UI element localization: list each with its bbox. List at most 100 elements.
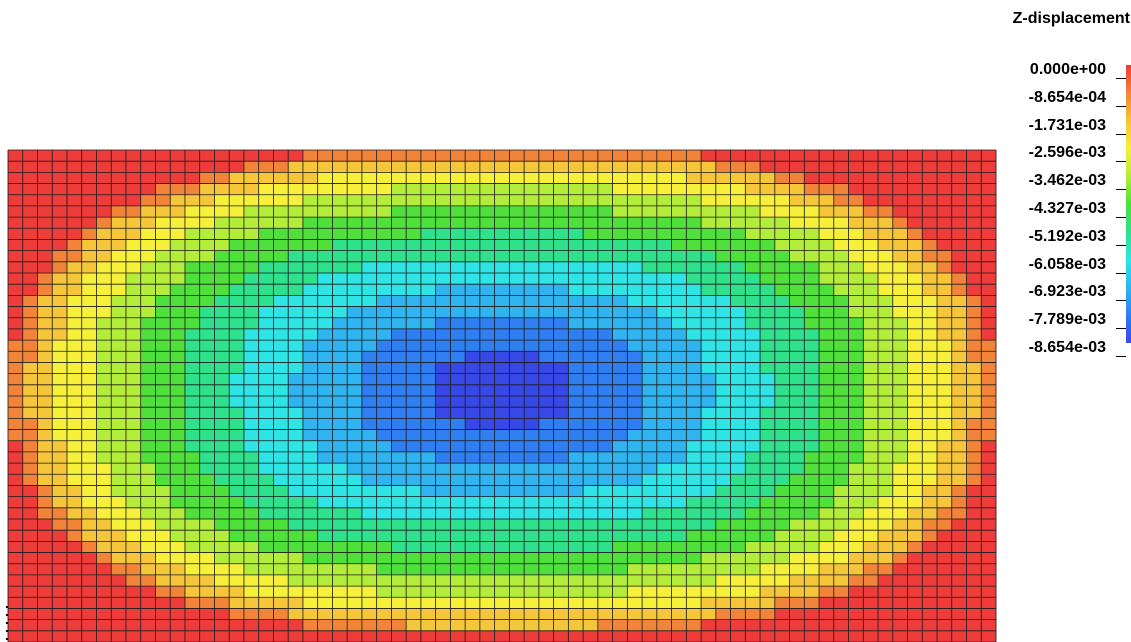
mesh-cell [568, 205, 584, 218]
mesh-cell [258, 396, 274, 408]
mesh-cell [656, 194, 672, 207]
mesh-cell [184, 250, 201, 263]
mesh-cell [642, 384, 658, 397]
mesh-cell [553, 295, 569, 307]
mesh-cell [951, 519, 967, 531]
mesh-cell [981, 161, 997, 173]
mesh-cell [376, 407, 392, 419]
mesh-cell [922, 150, 938, 162]
mesh-cell [184, 552, 201, 565]
mesh-cell [111, 619, 127, 632]
mesh-cell [922, 161, 938, 173]
mesh-cell [922, 250, 938, 263]
mesh-cell [583, 574, 599, 587]
mesh-cell [450, 295, 466, 307]
mesh-cell [981, 183, 997, 196]
mesh-cell [406, 373, 422, 386]
mesh-cell [347, 463, 363, 475]
mesh-cell [804, 474, 820, 486]
mesh-cell [671, 295, 687, 307]
mesh-cell [509, 574, 525, 587]
mesh-cell [819, 161, 835, 173]
mesh-cell [125, 284, 142, 296]
mesh-cell [701, 463, 717, 475]
mesh-cell [848, 351, 864, 363]
mesh-cell [730, 407, 746, 419]
mesh-cell [317, 183, 333, 196]
mesh-cell [376, 619, 392, 632]
mesh-cell [479, 496, 495, 509]
mesh-cell [125, 552, 142, 565]
mesh-cell [907, 496, 923, 509]
mesh-cell [347, 485, 363, 497]
mesh-cell [848, 485, 864, 497]
mesh-cell [730, 608, 746, 620]
mesh-cell [730, 519, 746, 531]
mesh-cell [937, 239, 953, 251]
mesh-cell [332, 530, 348, 542]
mesh-cell [332, 217, 348, 229]
mesh-cell [686, 463, 702, 475]
mesh-cell [406, 328, 422, 341]
mesh-cell [819, 239, 835, 251]
mesh-cell [627, 630, 643, 642]
mesh-cell [96, 507, 112, 520]
mesh-cell [892, 384, 908, 397]
mesh-cell [66, 608, 83, 620]
mesh-cell [465, 418, 481, 430]
mesh-cell [789, 396, 805, 408]
mesh-cell [288, 172, 304, 184]
mesh-cell [671, 396, 687, 408]
mesh-cell [243, 563, 259, 576]
mesh-cell [627, 496, 643, 509]
mesh-cell [878, 217, 894, 229]
mesh-cell [214, 217, 230, 229]
mesh-cell [583, 630, 599, 642]
mesh-cell [140, 630, 156, 642]
mesh-cell [789, 507, 805, 520]
mesh-cell [199, 507, 215, 520]
mesh-cell [878, 496, 894, 509]
mesh-cell [170, 608, 186, 620]
mesh-cell [317, 161, 333, 173]
mesh-cell [465, 351, 481, 363]
mesh-cell [125, 608, 142, 620]
mesh-cell [332, 340, 348, 352]
mesh-cell [258, 507, 274, 520]
mesh-cell [937, 373, 953, 386]
mesh-cell [8, 507, 24, 520]
mesh-cell [760, 541, 776, 553]
mesh-cell [848, 407, 864, 419]
mesh-cell [509, 463, 525, 475]
mesh-cell [273, 205, 289, 218]
mesh-cell [361, 362, 377, 374]
mesh-cell [199, 530, 215, 542]
mesh-cell [435, 630, 451, 642]
mesh-cell [140, 295, 156, 307]
mesh-cell [745, 172, 761, 184]
mesh-cell [833, 194, 849, 207]
mesh-cell [8, 362, 24, 374]
mesh-cell [951, 205, 967, 218]
mesh-cell [155, 574, 171, 587]
mesh-cell [111, 273, 127, 285]
mesh-cell [833, 608, 849, 620]
mesh-cell [288, 440, 304, 453]
node-marker [6, 638, 8, 640]
mesh-cell [37, 440, 53, 453]
mesh-cell [568, 496, 584, 509]
mesh-cell [479, 295, 495, 307]
mesh-cell [538, 463, 554, 475]
mesh-cell [96, 217, 112, 229]
mesh-cell [833, 317, 849, 330]
mesh-cell [583, 396, 599, 408]
mesh-cell [730, 496, 746, 509]
mesh-cell [951, 463, 967, 475]
mesh-cell [22, 630, 38, 642]
mesh-cell [332, 250, 348, 263]
mesh-cell [878, 396, 894, 408]
mesh-cell [819, 485, 835, 497]
mesh-cell [833, 183, 849, 196]
mesh-cell [450, 150, 466, 162]
mesh-cell [848, 284, 864, 296]
